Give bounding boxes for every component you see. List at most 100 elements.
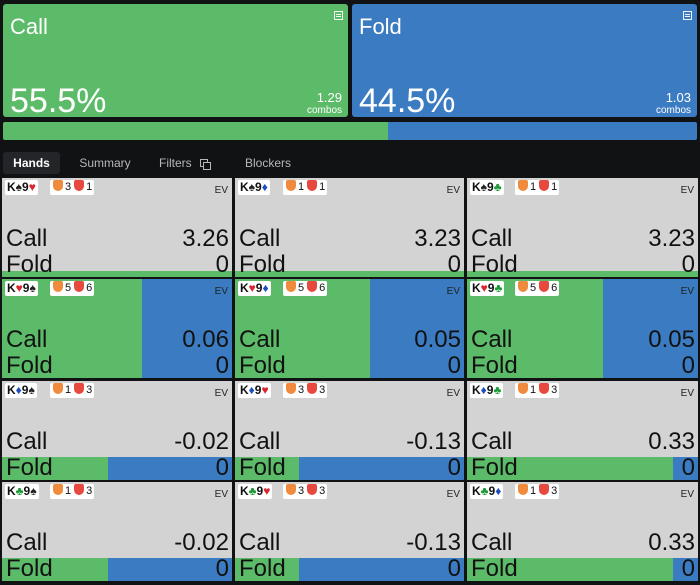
fold-label: Fold <box>471 555 518 581</box>
hand-label: K♥9♠ <box>5 281 38 296</box>
call-label: Call <box>239 428 281 455</box>
suit-icon: ♠ <box>29 281 36 295</box>
call-ev-value: -0.02 <box>174 428 229 455</box>
hand-cell[interactable]: K♥9♣ 5 6 EV Call 0.05 Fold 0 <box>467 279 698 378</box>
card-rank: 9 <box>22 281 30 295</box>
blocker-count: 3 <box>319 384 326 396</box>
suit-icon: ♦ <box>15 383 22 397</box>
tab-blockers[interactable]: Blockers <box>238 152 298 174</box>
card-rank: 9 <box>22 180 29 194</box>
tab-summary[interactable]: Summary <box>70 152 140 174</box>
blocker-count: 3 <box>298 384 305 396</box>
hand-cell[interactable]: K♠9♦ 1 1 EV Call 3.23 Fold 0 <box>235 178 464 277</box>
ev-label: EV <box>214 185 228 196</box>
fold-summary-card[interactable]: Fold 44.5% 1.03 combos <box>352 4 697 120</box>
fold-ev-value: 0 <box>215 352 229 378</box>
card-rank: K <box>240 180 249 194</box>
card-rank: K <box>240 281 249 295</box>
ev-label: EV <box>214 388 228 399</box>
card-rank: K <box>472 383 481 397</box>
suit-icon: ♦ <box>480 383 487 397</box>
card-rank: 9 <box>487 281 495 295</box>
call-combos: 1.29 combos <box>307 91 342 116</box>
shield-icon <box>539 484 550 495</box>
fold-frequency-bar <box>603 279 698 378</box>
hand-cell[interactable]: K♥9♦ 5 6 EV Call 0.05 Fold 0 <box>235 279 464 378</box>
blocker-count: 1 <box>319 181 326 193</box>
call-label: Call <box>6 225 48 252</box>
tab-blockers-label: Blockers <box>244 156 291 170</box>
call-frequency-bar <box>467 271 698 277</box>
card-rank: 9 <box>255 180 262 194</box>
call-frequency-bar <box>467 457 673 480</box>
card-rank: 9 <box>488 484 496 498</box>
hand-label: K♠9♣ <box>470 180 504 195</box>
fold-frequency-bar <box>108 457 232 480</box>
hand-cell[interactable]: K♦9♠ 1 3 EV Call -0.02 Fold 0 <box>2 381 232 480</box>
blocker-count: 1 <box>86 181 93 193</box>
hand-cell[interactable]: K♦9♥ 3 3 EV Call -0.13 Fold 0 <box>235 381 464 480</box>
call-summary-card[interactable]: Call 55.5% 1.29 combos <box>3 4 348 120</box>
suit-icon: ♥ <box>261 383 269 397</box>
suit-icon: ♥ <box>263 484 271 498</box>
suit-icon: ♣ <box>15 484 24 498</box>
call-frequency-bar <box>2 558 108 581</box>
fold-ev-value: 0 <box>215 251 229 277</box>
blocker-count: 1 <box>530 384 537 396</box>
hand-label: K♦9♣ <box>470 383 504 398</box>
shield-icon <box>518 383 528 394</box>
call-ev-value: 3.23 <box>648 225 695 252</box>
suit-icon: ♦ <box>262 281 269 295</box>
blocker-count: 6 <box>86 282 93 294</box>
hand-label: K♣9♥ <box>238 484 273 499</box>
fold-frequency-bar <box>142 279 232 378</box>
shield-icon <box>539 281 550 292</box>
fold-frequency-bar <box>673 558 698 581</box>
menu-icon[interactable] <box>334 11 343 20</box>
hand-label: K♠9♥ <box>5 180 38 195</box>
hand-cell[interactable]: K♦9♣ 1 3 EV Call 0.33 Fold 0 <box>467 381 698 480</box>
call-frequency-bar <box>235 457 299 480</box>
menu-icon[interactable] <box>683 11 692 20</box>
suit-icon: ♣ <box>248 484 257 498</box>
suit-icon: ♣ <box>494 281 503 295</box>
hand-cell[interactable]: K♣9♥ 3 3 EV Call -0.13 Fold 0 <box>235 482 464 581</box>
fold-label: Fold <box>6 251 53 277</box>
tab-filters[interactable]: Filters <box>152 152 222 174</box>
call-label: Call <box>6 428 48 455</box>
call-frequency-bar <box>235 271 464 277</box>
hand-cell[interactable]: K♠9♣ 1 1 EV Call 3.23 Fold 0 <box>467 178 698 277</box>
shield-icon <box>74 180 85 191</box>
ev-label: EV <box>680 286 694 297</box>
fold-frequency-bar <box>299 558 464 581</box>
shield-icon <box>53 383 63 394</box>
call-combos-value: 1.29 <box>316 90 342 105</box>
ev-label: EV <box>680 489 694 500</box>
hand-cell[interactable]: K♠9♥ 3 1 EV Call 3.26 Fold 0 <box>2 178 232 277</box>
fold-frequency-bar <box>673 457 698 480</box>
fold-combos-label: combos <box>655 105 691 116</box>
suit-icon: ♠ <box>248 180 256 194</box>
hand-cell[interactable]: K♣9♦ 1 3 EV Call 0.33 Fold 0 <box>467 482 698 581</box>
fold-ev-value: 0 <box>447 251 461 277</box>
shield-icon <box>539 180 550 191</box>
fold-ev-value: 0 <box>681 251 695 277</box>
call-label: Call <box>471 326 513 353</box>
ev-label: EV <box>446 185 460 196</box>
tab-hands[interactable]: Hands <box>3 152 60 174</box>
suit-icon: ♣ <box>493 180 502 194</box>
call-percentage: 55.5% <box>10 82 107 120</box>
ev-label: EV <box>446 286 460 297</box>
suit-icon: ♠ <box>30 484 37 498</box>
hand-cell[interactable]: K♣9♠ 1 3 EV Call -0.02 Fold 0 <box>2 482 232 581</box>
suit-icon: ♣ <box>480 484 489 498</box>
shield-icon <box>53 180 63 191</box>
hand-cell[interactable]: K♥9♠ 5 6 EV Call 0.06 Fold 0 <box>2 279 232 378</box>
suit-icon: ♦ <box>248 383 255 397</box>
